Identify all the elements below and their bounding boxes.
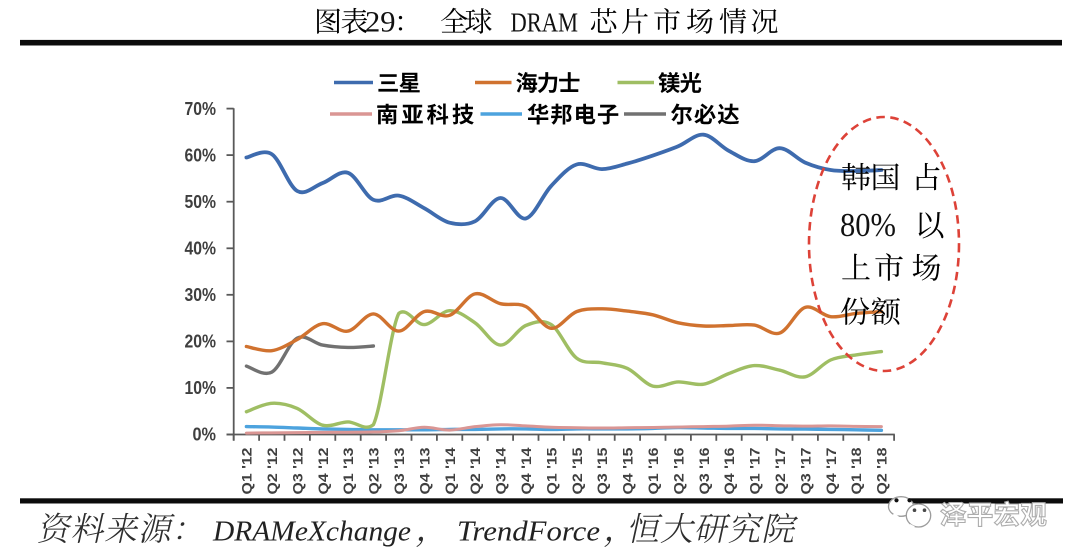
svg-text:60%: 60%: [185, 144, 217, 165]
svg-text:0%: 0%: [193, 424, 217, 445]
svg-text:DRAM: DRAM: [511, 8, 579, 38]
svg-text:Q1 '14: Q1 '14: [442, 447, 458, 494]
svg-text:Q2 '13: Q2 '13: [366, 447, 382, 494]
svg-text:29: 29: [365, 6, 396, 39]
svg-text:Q2 '18: Q2 '18: [874, 447, 890, 494]
svg-text:TrendForce: TrendForce: [457, 516, 600, 548]
svg-text:Q4 '17: Q4 '17: [823, 447, 839, 494]
svg-text:Q3 '16: Q3 '16: [696, 447, 712, 494]
svg-text:Q2 '14: Q2 '14: [467, 447, 483, 494]
svg-text:Q2 '17: Q2 '17: [772, 447, 788, 494]
svg-text:10%: 10%: [185, 377, 217, 398]
svg-text:30%: 30%: [185, 284, 217, 305]
svg-text:50%: 50%: [185, 191, 217, 212]
svg-text:70%: 70%: [185, 98, 217, 119]
svg-text:Q3 '12: Q3 '12: [289, 447, 305, 494]
svg-text:DRAMeXchange: DRAMeXchange: [212, 516, 411, 548]
svg-text:Q4 '13: Q4 '13: [416, 447, 432, 494]
svg-text:Q4 '14: Q4 '14: [518, 447, 534, 494]
svg-text:Q3 '15: Q3 '15: [594, 447, 610, 494]
svg-text:Q1 '18: Q1 '18: [848, 447, 864, 494]
svg-text:80%: 80%: [840, 207, 896, 244]
svg-text:Q3 '17: Q3 '17: [797, 447, 813, 494]
svg-text:Q4 '12: Q4 '12: [315, 447, 331, 494]
svg-text:Q1 '13: Q1 '13: [340, 447, 356, 494]
svg-text:Q1 '12: Q1 '12: [239, 447, 255, 494]
svg-text:Q3 '14: Q3 '14: [493, 447, 509, 494]
svg-text:40%: 40%: [185, 238, 217, 259]
svg-text:Q3 '13: Q3 '13: [391, 447, 407, 494]
svg-text:20%: 20%: [185, 331, 217, 352]
svg-text:Q1 '17: Q1 '17: [747, 447, 763, 494]
svg-text:Q2 '16: Q2 '16: [670, 447, 686, 494]
svg-text:Q2 '12: Q2 '12: [264, 447, 280, 494]
svg-text:Q4 '16: Q4 '16: [721, 447, 737, 494]
svg-text:Q1 '15: Q1 '15: [543, 447, 559, 494]
svg-text:Q4 '15: Q4 '15: [620, 447, 636, 494]
svg-text:Q2 '15: Q2 '15: [569, 447, 585, 494]
svg-text:Q1 '16: Q1 '16: [645, 447, 661, 494]
